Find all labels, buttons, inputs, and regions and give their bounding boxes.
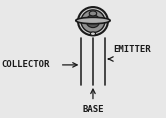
Ellipse shape — [86, 15, 100, 28]
Ellipse shape — [78, 7, 108, 35]
Ellipse shape — [76, 17, 110, 24]
Text: COLLECTOR: COLLECTOR — [2, 60, 50, 69]
Ellipse shape — [81, 10, 105, 33]
Ellipse shape — [90, 32, 96, 36]
Text: BASE: BASE — [82, 105, 104, 114]
Ellipse shape — [89, 11, 97, 16]
Text: EMITTER: EMITTER — [113, 45, 151, 54]
